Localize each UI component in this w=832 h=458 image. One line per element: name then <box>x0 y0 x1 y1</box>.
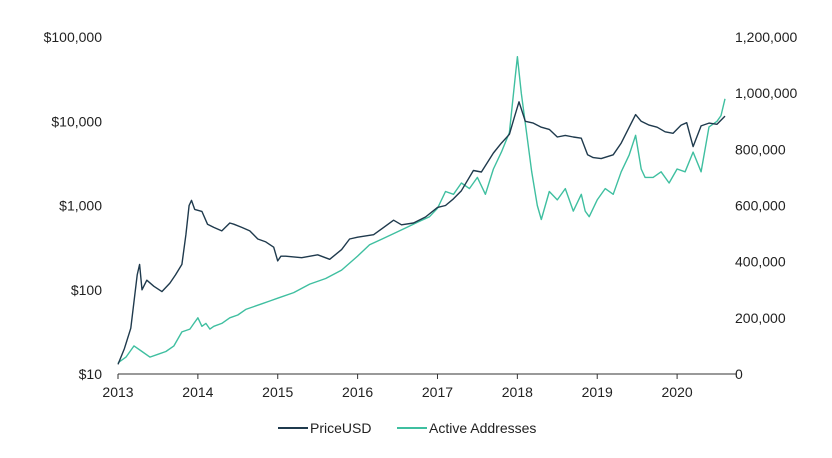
left-tick-label: $10,000 <box>51 113 102 129</box>
price-usd-line <box>117 101 726 365</box>
right-axis-ticks: 0 200,000 400,000 600,000 800,000 1,000,000 1,… <box>735 29 797 382</box>
x-tick-label: 2020 <box>662 384 693 400</box>
x-axis-ticks: 2013 2014 2015 2016 2017 2018 2019 2020 <box>102 374 693 400</box>
series-layer <box>117 56 726 365</box>
x-tick-label: 2013 <box>102 384 133 400</box>
x-tick-label: 2017 <box>422 384 453 400</box>
legend-label: Active Addresses <box>429 420 536 436</box>
right-tick-label: 200,000 <box>735 310 786 326</box>
left-tick-label: $10 <box>79 366 103 382</box>
x-tick-label: 2015 <box>262 384 293 400</box>
right-tick-label: 1,000,000 <box>735 85 797 101</box>
left-tick-label: $100,000 <box>44 29 103 45</box>
x-tick-label: 2016 <box>342 384 373 400</box>
right-tick-label: 600,000 <box>735 198 786 214</box>
left-axis-ticks: $10 $100 $1,000 $10,000 $100,000 <box>44 29 103 382</box>
right-tick-label: 0 <box>735 366 743 382</box>
left-tick-label: $100 <box>71 282 102 298</box>
left-tick-label: $1,000 <box>59 198 102 214</box>
x-tick-label: 2014 <box>182 384 213 400</box>
right-tick-label: 400,000 <box>735 254 786 270</box>
x-tick-label: 2019 <box>582 384 613 400</box>
legend: PriceUSD Active Addresses <box>278 420 536 436</box>
right-tick-label: 1,200,000 <box>735 29 797 45</box>
legend-label: PriceUSD <box>310 420 371 436</box>
right-tick-label: 800,000 <box>735 141 786 157</box>
active-addresses-line <box>117 56 726 364</box>
x-tick-label: 2018 <box>502 384 533 400</box>
